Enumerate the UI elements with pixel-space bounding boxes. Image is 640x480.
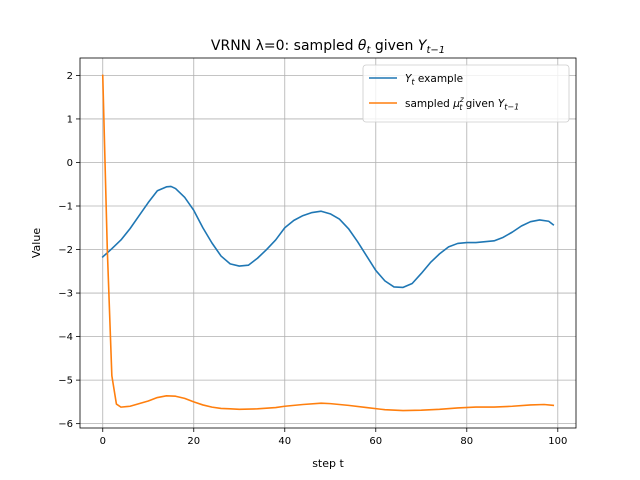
series-layer bbox=[101, 74, 555, 412]
x-tick-label: 80 bbox=[460, 436, 473, 447]
x-tick-label: 40 bbox=[278, 436, 291, 447]
y-tick-label: 1 bbox=[67, 114, 73, 125]
legend: Yt example sampled μz t given Yt−1 bbox=[362, 64, 570, 123]
axes-frame bbox=[79, 57, 577, 429]
y-tick-label: −1 bbox=[58, 202, 73, 213]
y-tick-label: −2 bbox=[58, 245, 73, 256]
x-tick-label: 60 bbox=[369, 436, 382, 447]
y-tick-label: −4 bbox=[58, 332, 73, 343]
y-tick-label: −5 bbox=[58, 376, 73, 387]
x-tick-label: 20 bbox=[187, 436, 200, 447]
y-tick-label: −3 bbox=[58, 289, 73, 300]
chart-title: VRNN λ=0: sampled θt given Yt−1 bbox=[211, 38, 445, 56]
legend-label-sampled-mu: sampled μz t given Yt−1 bbox=[405, 95, 519, 112]
x-tick-label: 0 bbox=[100, 436, 106, 447]
series-line-y-example bbox=[101, 185, 555, 289]
y-tick-label: 0 bbox=[67, 158, 73, 169]
legend-label-y-example: Yt example bbox=[405, 73, 463, 87]
y-axis-label: Value bbox=[30, 228, 43, 258]
x-tick-label: 100 bbox=[548, 436, 567, 447]
y-tick-label: 2 bbox=[67, 71, 73, 82]
y-tick-label: −6 bbox=[58, 419, 73, 430]
x-axis-label: step t bbox=[312, 457, 344, 470]
series-line-sampled-mu bbox=[101, 74, 555, 412]
legend-box bbox=[362, 64, 570, 123]
tick-layer: 0 20 40 60 80 100 2 1 0 −1 −2 −3 −4 −5 −6 bbox=[58, 71, 567, 447]
